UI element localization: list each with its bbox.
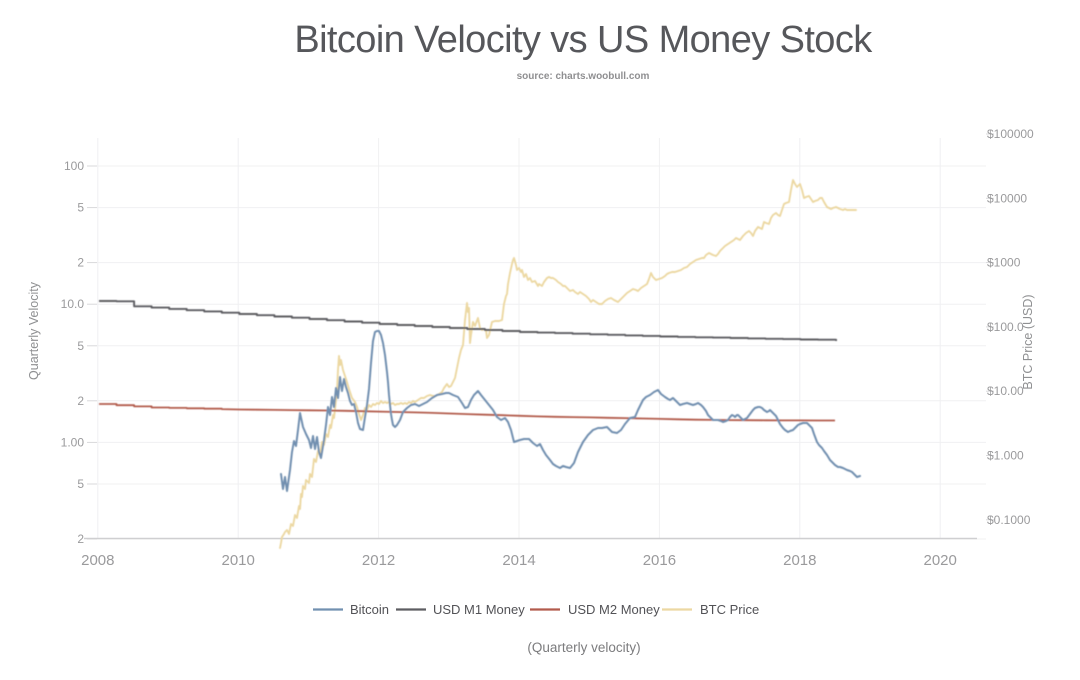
svg-text:2: 2 (77, 256, 84, 270)
svg-text:(Quarterly velocity): (Quarterly velocity) (527, 640, 640, 655)
svg-text:2: 2 (77, 532, 84, 546)
svg-text:100: 100 (64, 159, 84, 173)
svg-text:2014: 2014 (502, 552, 535, 569)
svg-text:source: charts.woobull.com: source: charts.woobull.com (517, 71, 650, 82)
svg-text:$100000: $100000 (987, 127, 1034, 141)
svg-text:2018: 2018 (783, 552, 816, 569)
svg-text:$10000: $10000 (987, 191, 1027, 205)
svg-text:$1.000: $1.000 (987, 449, 1024, 463)
svg-text:BTC Price (USD): BTC Price (USD) (1021, 294, 1035, 389)
svg-text:$1000: $1000 (987, 256, 1021, 270)
svg-text:2016: 2016 (643, 552, 676, 569)
svg-text:5: 5 (77, 339, 84, 353)
svg-text:2012: 2012 (362, 552, 395, 569)
svg-text:Bitcoin: Bitcoin (350, 602, 389, 617)
svg-text:5: 5 (77, 477, 84, 491)
svg-text:Bitcoin Velocity vs US Money S: Bitcoin Velocity vs US Money Stock (294, 19, 873, 61)
svg-text:$10.00: $10.00 (987, 384, 1024, 398)
svg-text:2: 2 (77, 394, 84, 408)
svg-text:5: 5 (77, 201, 84, 215)
svg-text:2008: 2008 (81, 552, 114, 569)
svg-text:2010: 2010 (222, 552, 255, 569)
svg-text:USD M1 Money: USD M1 Money (433, 602, 525, 617)
svg-text:Quarterly Velocity: Quarterly Velocity (27, 281, 41, 380)
svg-text:10.0: 10.0 (61, 297, 85, 311)
svg-text:USD M2 Money: USD M2 Money (568, 602, 660, 617)
svg-text:1.00: 1.00 (61, 435, 85, 449)
svg-text:2020: 2020 (924, 552, 957, 569)
svg-text:BTC Price: BTC Price (700, 602, 759, 617)
svg-text:$0.1000: $0.1000 (987, 513, 1031, 527)
svg-text:$100.0: $100.0 (987, 320, 1024, 334)
